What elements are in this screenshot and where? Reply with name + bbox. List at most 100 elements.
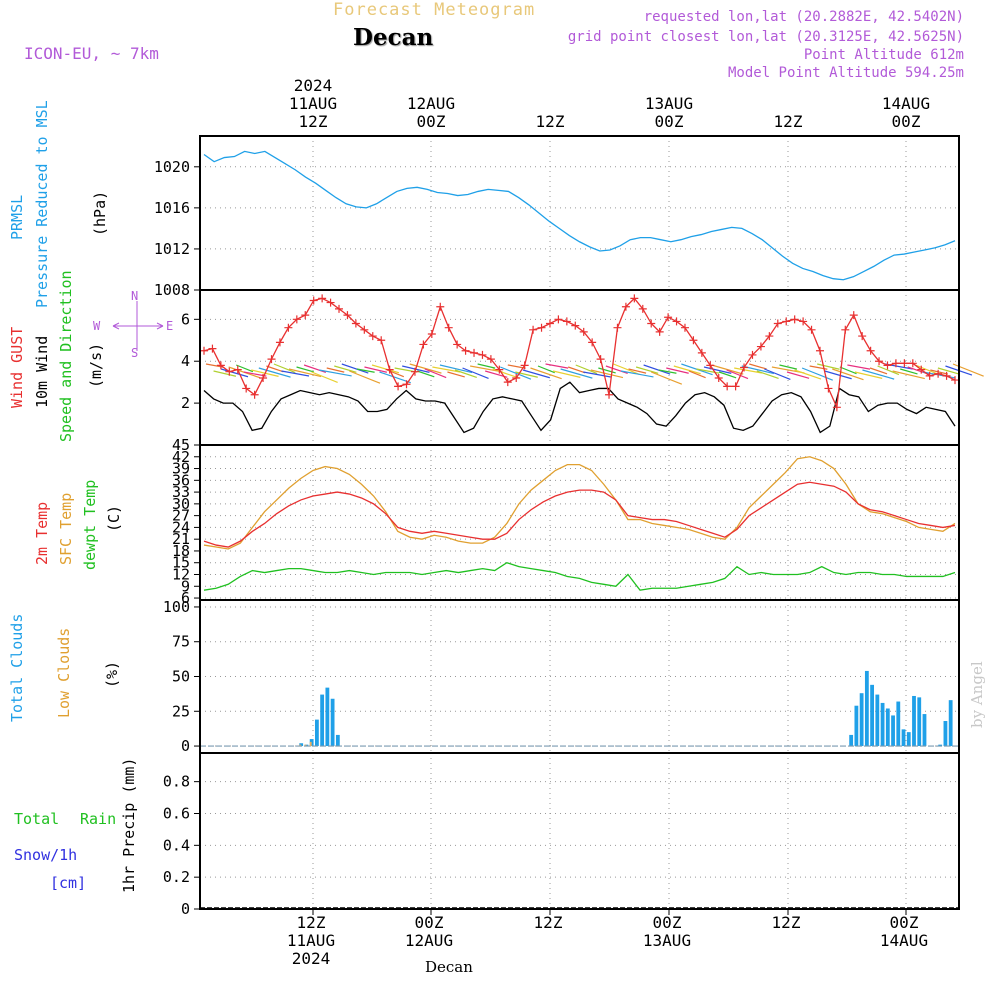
- point-altitude: Point Altitude 612m: [803, 47, 964, 63]
- y-tick-label: 0.4: [163, 836, 190, 854]
- wind-direction-arrow: [552, 370, 581, 378]
- y-tick-label: 100: [163, 598, 190, 616]
- wind-direction-arrow: [379, 371, 411, 384]
- wind-gust-line-marker: [883, 361, 892, 370]
- wind-direction-arrow: [273, 363, 296, 374]
- wind-gust-line-marker: [377, 336, 386, 345]
- wind-gust-line-marker: [680, 323, 689, 332]
- wind-direction-arrow: [424, 368, 447, 379]
- y-tick-label: 1012: [154, 240, 190, 258]
- wind-direction-arrow: [590, 369, 624, 379]
- bottom-tick-day: 12AUG: [404, 931, 454, 950]
- wind-gust-line-marker: [242, 384, 251, 393]
- model-label: ICON-EU, ~ 7km: [24, 44, 159, 63]
- gridpoint-coords: grid point closest lon,lat (20.3125E, 42…: [567, 29, 964, 45]
- wind-gust-line-marker: [233, 365, 242, 374]
- y-tick-label: 21: [172, 530, 190, 548]
- bottom-tick-day: 14AUG: [879, 931, 929, 950]
- wind-gust-line-marker: [917, 365, 926, 374]
- y-tick-label: 9: [181, 577, 190, 595]
- wind-direction-arrow: [334, 365, 357, 373]
- top-tick-hour: 12Z: [298, 112, 328, 131]
- wind-gust-line-marker: [225, 367, 234, 376]
- top-tick-day: 12AUG: [406, 94, 456, 113]
- wind-direction-arrow: [598, 367, 616, 374]
- wind-gust-line-marker: [613, 323, 622, 332]
- wind-gust-line-marker: [697, 348, 706, 357]
- y-tick-label: 12: [172, 565, 190, 583]
- total-clouds-bar: [314, 719, 319, 747]
- y-tick-label: 39: [172, 460, 190, 478]
- wind-gust-line-marker: [360, 325, 369, 334]
- wind-gust-line-marker: [267, 355, 276, 364]
- wind-gust-line-marker: [444, 323, 453, 332]
- wind-gust-line-marker: [419, 340, 428, 349]
- requested-coords: requested lon,lat (20.2882E, 42.5402N): [643, 9, 964, 25]
- wind-direction-arrow: [349, 370, 381, 384]
- bottom-tick-label: 00Z 14AUG: [864, 914, 944, 968]
- wind-direction-arrow: [666, 367, 689, 374]
- panel-frame: [199, 752, 960, 910]
- top-year-label: 2024: [293, 76, 333, 95]
- y-tick-label: 1016: [154, 199, 190, 217]
- wind-gust-line-marker: [824, 384, 833, 393]
- wind-gust-line-marker: [934, 369, 943, 378]
- top-tick-hour: 12Z: [773, 112, 803, 131]
- wind-direction-arrow: [371, 364, 400, 374]
- wind-direction-arrow: [288, 368, 322, 378]
- wind-gust-line-marker: [689, 336, 698, 345]
- wind-gust-line-marker: [208, 344, 217, 353]
- wind-gust-line-marker: [756, 342, 765, 351]
- wind-gust-line-marker: [925, 371, 934, 380]
- y-tick-label: 27: [172, 507, 190, 525]
- wind-gust-line-marker: [402, 380, 411, 389]
- wind-gust-line-marker: [866, 346, 875, 355]
- total-clouds-bar: [870, 684, 875, 747]
- wind-gust-line-marker: [790, 315, 799, 324]
- total-clouds-bar: [906, 732, 911, 747]
- wind-gust-line-marker: [841, 325, 850, 334]
- wind-gust-line-marker: [410, 367, 419, 376]
- wind-speed-line: [203, 381, 956, 434]
- wind-direction-arrow: [794, 369, 822, 380]
- wind-direction-arrow: [235, 364, 254, 373]
- wind-direction-arrow: [213, 370, 237, 377]
- wind-gust-line-marker: [706, 361, 715, 370]
- wind-direction-arrow: [688, 370, 706, 379]
- wind-direction-arrow: [854, 371, 883, 379]
- pressure-line: [203, 150, 956, 281]
- y-tick-label: 0.8: [163, 773, 190, 791]
- wind-direction-arrow: [530, 367, 562, 380]
- top-tick-label: 12Z: [748, 95, 828, 131]
- wind-gust-line-marker: [326, 298, 335, 307]
- y-tick-label: 0.2: [163, 868, 190, 886]
- wind-direction-arrow: [764, 368, 791, 380]
- wind-gust-line-marker: [740, 363, 749, 372]
- wind-direction-arrow: [877, 365, 900, 376]
- wind-gust-line-marker: [621, 302, 630, 311]
- wind-gust-line-marker: [478, 350, 487, 359]
- surface-temp-line: [203, 456, 956, 550]
- total-clouds-bar: [885, 708, 890, 747]
- wind-gust-line-marker: [655, 327, 664, 336]
- bottom-tick-hour: 00Z: [414, 913, 444, 932]
- total-clouds-bar: [335, 734, 340, 747]
- total-clouds-bar: [917, 697, 922, 747]
- y-tick-label: 45: [172, 436, 190, 454]
- total-clouds-bar: [880, 702, 885, 747]
- wind-gust-line-marker: [773, 319, 782, 328]
- wind-gust-line-marker: [503, 378, 512, 387]
- y-tick-label: 30: [172, 495, 190, 513]
- wind-direction-arrow: [319, 369, 352, 377]
- wind-gust-line-marker: [309, 296, 318, 305]
- wind-gust-line-marker: [453, 340, 462, 349]
- top-tick-label: 13AUG 00Z: [629, 95, 709, 131]
- wind-direction-arrow: [545, 363, 569, 369]
- wind-gust-line-marker: [250, 390, 259, 399]
- wind-direction-arrow: [492, 368, 520, 379]
- wind-gust-line-marker: [638, 304, 647, 313]
- bottom-tick-hour: 00Z: [889, 913, 919, 932]
- total-clouds-bar: [891, 715, 895, 747]
- y-tick-label: 6: [181, 310, 190, 328]
- top-tick-hour: 00Z: [891, 112, 921, 131]
